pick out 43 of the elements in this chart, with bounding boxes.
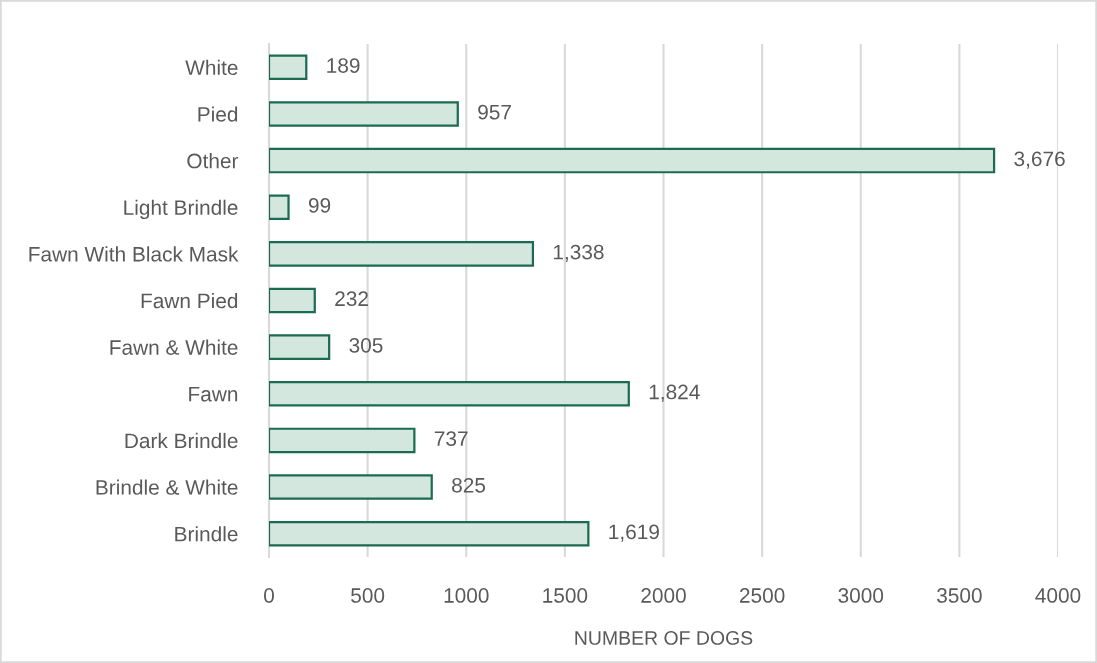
data-label: 1,619 [609,524,659,542]
x-tick-label: 1000 [444,588,489,603]
x-tick-label: 2000 [641,588,686,603]
x-tick-label: 0 [264,588,274,603]
data-label: 737 [434,431,468,446]
bar [269,101,459,127]
data-label: 305 [349,337,383,353]
data-label: 957 [478,104,511,120]
y-tick-label: Fawn [189,386,238,402]
y-tick-label: Fawn & White [110,339,238,355]
y-tick-label: Light Brindle [124,199,238,220]
bar [269,334,331,360]
data-label: 189 [327,58,360,73]
y-tick-label: White [185,59,238,76]
x-axis-title: NUMBER OF DOGS [575,631,753,645]
y-tick-label: Fawn With Black Mask [29,246,239,262]
bar [269,474,433,500]
x-tick-label: 1500 [543,588,588,603]
x-tick-label: 500 [351,588,385,603]
bar [269,427,416,454]
data-label: 232 [335,291,368,307]
bar [269,381,630,407]
bar [269,54,308,81]
y-tick-label: Brindle & White [96,479,238,495]
y-tick-label: Other [187,153,239,169]
y-tick-label: Fawn Pied [141,292,238,309]
bar [269,287,316,314]
data-label: 99 [308,198,331,213]
x-tick-label: 4000 [1035,588,1081,603]
bar [269,194,290,220]
y-tick-label: Dark Brindle [125,432,238,449]
y-tick-label: Pied [198,106,238,122]
data-label: 825 [452,477,486,493]
data-label: 1,338 [553,244,604,262]
x-tick-label: 3500 [937,588,982,603]
data-label: 3,676 [1014,151,1065,169]
bar [269,520,590,547]
data-label: 1,824 [649,384,700,402]
bar [269,241,535,267]
y-tick-label: Brindle [175,526,238,542]
x-tick-label: 3000 [838,588,884,603]
bar [269,147,996,174]
x-tick-label: 2500 [740,588,785,603]
